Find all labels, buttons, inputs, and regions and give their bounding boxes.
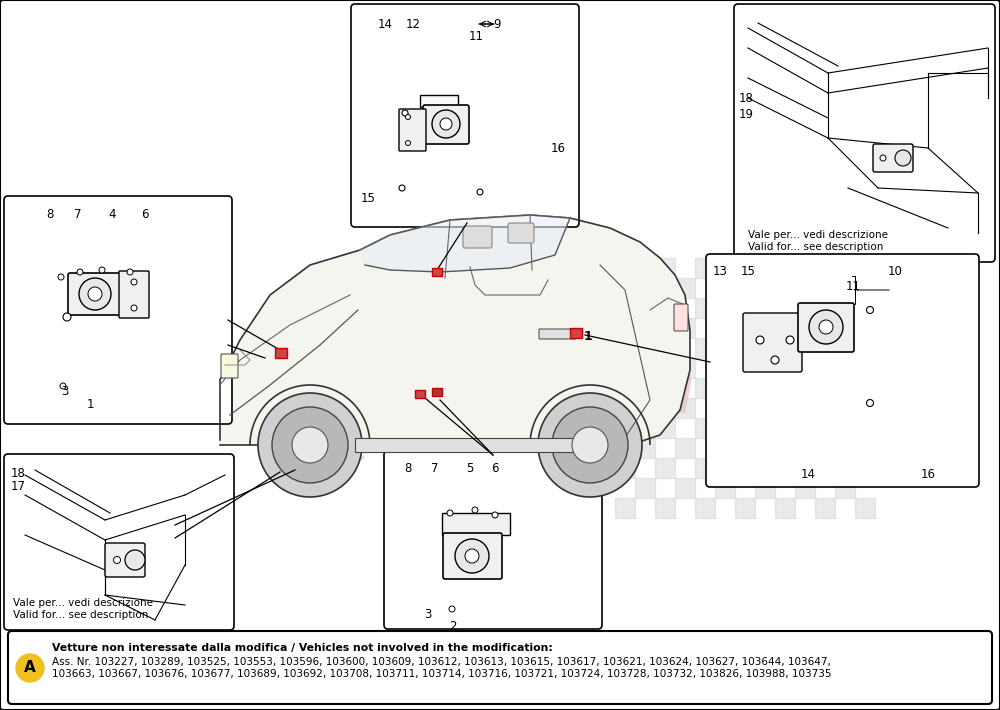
Bar xyxy=(695,498,715,518)
Bar xyxy=(735,458,755,478)
Text: 10: 10 xyxy=(888,265,902,278)
Bar xyxy=(655,258,675,278)
Text: 11: 11 xyxy=(468,30,484,43)
Bar xyxy=(655,418,675,438)
Text: 6: 6 xyxy=(491,462,499,475)
Bar xyxy=(675,278,695,298)
Bar xyxy=(795,478,815,498)
Bar xyxy=(815,338,835,358)
Circle shape xyxy=(492,512,498,518)
FancyBboxPatch shape xyxy=(68,273,122,315)
Text: 5: 5 xyxy=(466,462,474,475)
Bar xyxy=(815,418,835,438)
Bar xyxy=(695,258,715,278)
Bar xyxy=(675,358,695,378)
Bar xyxy=(775,338,795,358)
Bar xyxy=(795,438,815,458)
Bar xyxy=(815,498,835,518)
FancyBboxPatch shape xyxy=(423,105,469,144)
Text: 15: 15 xyxy=(361,192,375,205)
Bar xyxy=(655,338,675,358)
FancyBboxPatch shape xyxy=(4,454,234,630)
FancyBboxPatch shape xyxy=(4,196,232,424)
Bar xyxy=(655,298,675,318)
Bar xyxy=(755,278,775,298)
Polygon shape xyxy=(360,215,570,272)
Circle shape xyxy=(272,407,348,483)
Circle shape xyxy=(114,557,120,564)
Bar xyxy=(635,398,655,418)
Circle shape xyxy=(99,267,105,273)
Bar xyxy=(835,318,855,338)
Bar xyxy=(615,258,635,278)
Bar xyxy=(675,478,695,498)
Circle shape xyxy=(465,549,479,563)
Bar xyxy=(775,458,795,478)
Circle shape xyxy=(131,305,137,311)
Text: 7: 7 xyxy=(74,208,82,221)
Bar xyxy=(635,478,655,498)
FancyBboxPatch shape xyxy=(105,543,145,577)
Circle shape xyxy=(552,407,628,483)
Bar xyxy=(855,298,875,318)
Text: 103663, 103667, 103676, 103677, 103689, 103692, 103708, 103711, 103714, 103716, : 103663, 103667, 103676, 103677, 103689, … xyxy=(52,669,832,679)
Text: 1: 1 xyxy=(86,398,94,411)
Bar xyxy=(735,498,755,518)
Circle shape xyxy=(895,150,911,166)
Bar xyxy=(855,338,875,358)
Text: Valid for... see description: Valid for... see description xyxy=(748,242,883,252)
Bar xyxy=(735,338,755,358)
Bar xyxy=(635,358,655,378)
Bar xyxy=(655,498,675,518)
Text: 2: 2 xyxy=(449,620,457,633)
Circle shape xyxy=(125,550,145,570)
Bar xyxy=(755,438,775,458)
Circle shape xyxy=(477,189,483,195)
Circle shape xyxy=(771,356,779,364)
Text: 14: 14 xyxy=(800,468,816,481)
Bar xyxy=(695,378,715,398)
Text: 16: 16 xyxy=(920,468,936,481)
FancyBboxPatch shape xyxy=(420,95,458,107)
Circle shape xyxy=(127,269,133,275)
FancyBboxPatch shape xyxy=(8,631,992,704)
Bar xyxy=(695,298,715,318)
FancyBboxPatch shape xyxy=(539,329,576,339)
Bar xyxy=(775,298,795,318)
FancyBboxPatch shape xyxy=(443,533,502,579)
Bar xyxy=(815,378,835,398)
Text: Vale per... vedi descrizione: Vale per... vedi descrizione xyxy=(13,598,153,608)
Bar xyxy=(775,258,795,278)
Circle shape xyxy=(58,274,64,280)
Circle shape xyxy=(406,114,411,119)
Circle shape xyxy=(402,110,408,116)
Text: A: A xyxy=(24,660,36,675)
Bar xyxy=(695,418,715,438)
Bar xyxy=(715,478,735,498)
Circle shape xyxy=(131,279,137,285)
Text: Valid for... see description: Valid for... see description xyxy=(13,610,148,620)
Bar xyxy=(735,258,755,278)
Bar xyxy=(635,438,655,458)
Bar xyxy=(755,358,775,378)
Text: 1: 1 xyxy=(584,330,593,343)
Text: 17: 17 xyxy=(10,480,26,493)
Bar xyxy=(795,318,815,338)
FancyBboxPatch shape xyxy=(384,451,602,629)
Bar xyxy=(615,338,635,358)
Text: 6: 6 xyxy=(141,208,149,221)
FancyBboxPatch shape xyxy=(873,144,913,172)
Bar xyxy=(855,458,875,478)
Text: 3: 3 xyxy=(61,385,69,398)
Bar xyxy=(775,378,795,398)
FancyBboxPatch shape xyxy=(734,4,995,262)
Circle shape xyxy=(440,118,452,130)
Bar xyxy=(635,318,655,338)
Circle shape xyxy=(77,269,83,275)
FancyBboxPatch shape xyxy=(508,223,534,243)
Circle shape xyxy=(538,393,642,497)
Bar xyxy=(855,258,875,278)
Circle shape xyxy=(455,539,489,573)
FancyBboxPatch shape xyxy=(415,390,425,398)
